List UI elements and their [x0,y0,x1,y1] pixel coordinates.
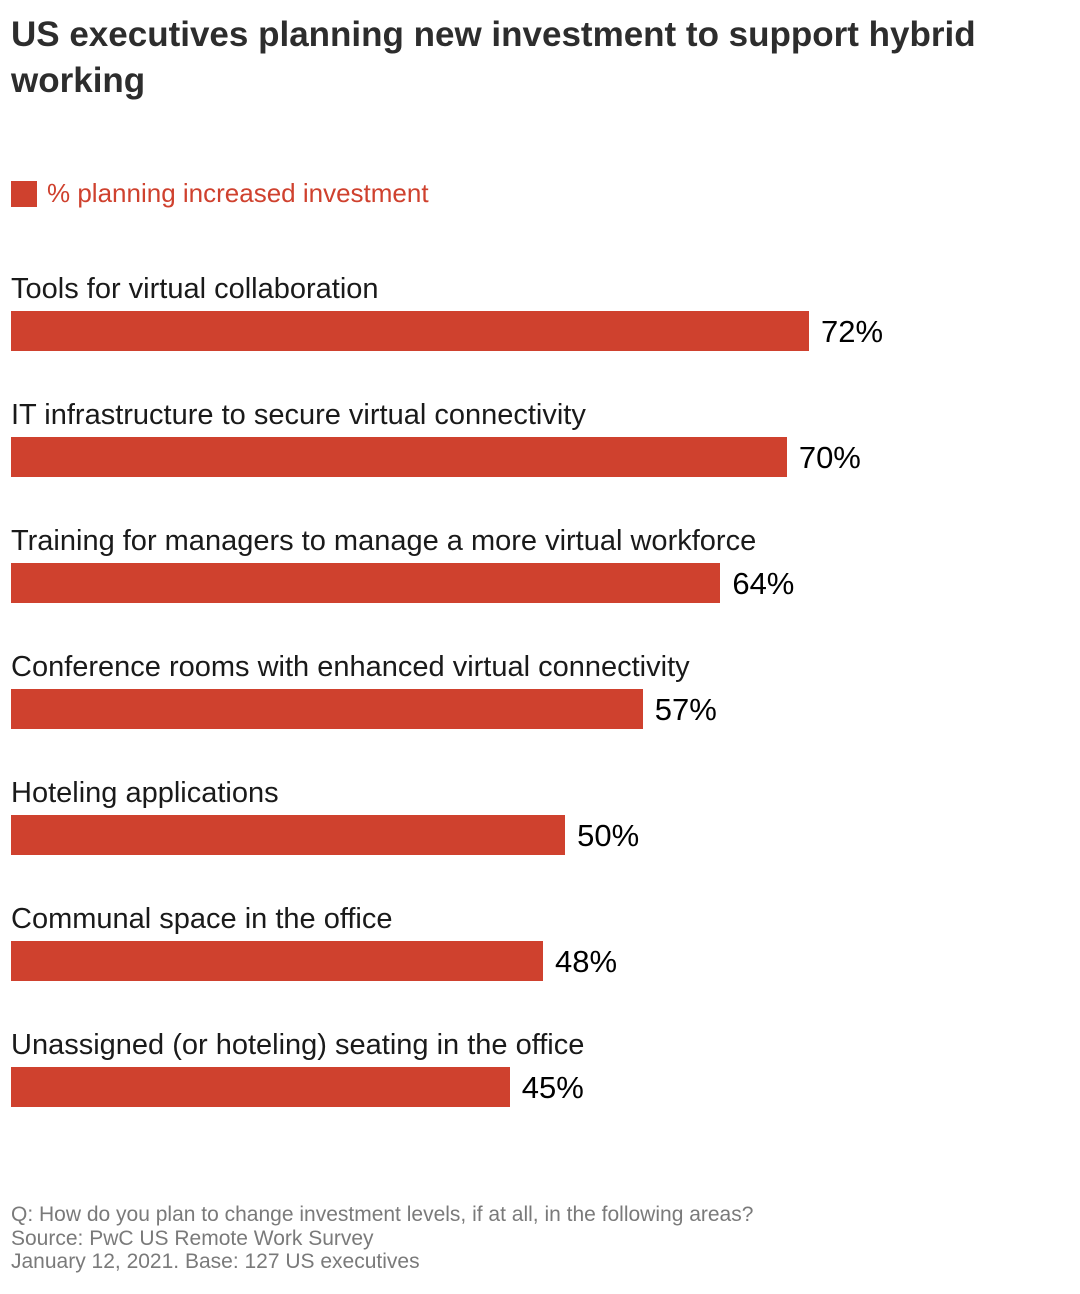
category-label: Communal space in the office [11,903,393,935]
bar [11,689,643,729]
value-label: 70% [798,440,861,475]
bar [11,1067,510,1107]
value-label: 50% [577,818,640,853]
value-label: 64% [732,566,795,601]
chart-footer: Q: How do you plan to change investment … [11,1203,753,1274]
legend-label: % planning increased investment [47,178,429,208]
value-label: 48% [555,944,618,979]
legend-swatch [11,180,37,207]
category-label: Hoteling applications [11,777,279,809]
bar [11,815,566,855]
bar [11,563,721,603]
value-label: 72% [821,314,884,349]
category-label: Conference rooms with enhanced virtual c… [11,651,690,683]
category-label: Unassigned (or hoteling) seating in the … [11,1029,585,1061]
value-label: 57% [654,692,717,727]
chart-title: US executives planning new investment to… [11,15,976,100]
chart-legend: % planning increased investment [11,178,429,209]
survey-question: Q: How do you plan to change investment … [11,1203,754,1226]
bar [11,941,543,981]
category-label: IT infrastructure to secure virtual conn… [11,399,586,431]
source-note: Source: PwC US Remote Work Survey [11,1226,374,1250]
bar [11,437,787,477]
category-label: Training for managers to manage a more v… [11,525,757,557]
bar [11,311,809,351]
base-note: January 12, 2021. Base: 127 US executive… [11,1250,420,1273]
category-label: Tools for virtual collaboration [11,273,379,305]
value-label: 45% [521,1070,584,1105]
